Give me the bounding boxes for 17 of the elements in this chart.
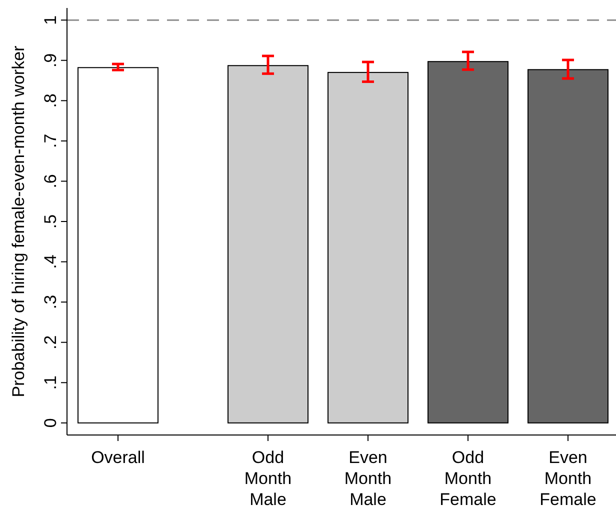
y-tick-label: 0 bbox=[41, 418, 60, 428]
y-tick-label: .8 bbox=[41, 94, 60, 108]
y-axis-title: Probability of hiring female-even-month worker bbox=[9, 45, 28, 398]
y-tick-label: 1 bbox=[41, 15, 60, 25]
y-tick-label: .5 bbox=[41, 214, 60, 229]
y-tick-label: .4 bbox=[41, 254, 60, 269]
y-tick-label: .3 bbox=[41, 294, 60, 310]
x-tick-label: Even Month Female bbox=[540, 448, 596, 509]
x-tick-label: Odd Month Male bbox=[244, 448, 292, 509]
x-tick-label: Odd Month Female bbox=[440, 448, 496, 509]
y-tick-label: .9 bbox=[41, 53, 60, 68]
y-tick-label: .6 bbox=[41, 174, 60, 188]
x-tick-label: Even Month Male bbox=[344, 448, 392, 509]
y-tick-label: .7 bbox=[41, 134, 60, 148]
x-tick-label: Overall bbox=[91, 448, 145, 467]
y-tick-label: .1 bbox=[41, 376, 60, 390]
y-tick-label: .2 bbox=[41, 335, 60, 350]
